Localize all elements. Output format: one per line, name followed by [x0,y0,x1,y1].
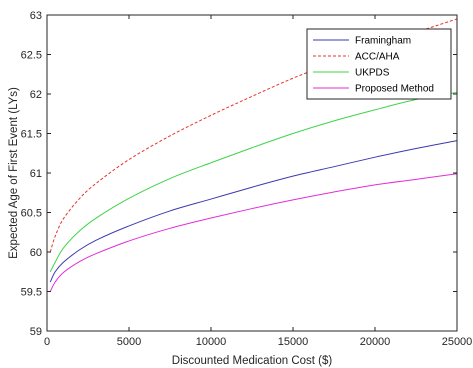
legend-box [306,28,452,100]
y-tick-label: 60.5 [21,208,42,220]
y-axis-label: Expected Age of First Event (LYs) [8,87,20,259]
x-tick-label: 5000 [117,336,141,348]
legend-label-ukpds: UKPDS [355,68,390,79]
y-tick-label: 59.5 [21,287,42,299]
legend: Framingham ACC/AHA UKPDS Proposed Method [306,28,452,100]
y-tick-label: 62 [30,89,42,101]
series-line-proposed-method [49,173,458,292]
y-tick-label: 63 [30,10,42,22]
y-tick-label: 59 [30,326,42,338]
series-line-ukpds [49,91,458,272]
x-tick-label: 15000 [278,336,309,348]
legend-label-framingham: Framingham [355,36,411,47]
x-tick-label: 0 [44,336,50,348]
legend-label-acc-aha: ACC/AHA [355,52,400,63]
y-tick-label: 62.5 [21,50,42,62]
x-tick-label: 25000 [442,336,473,348]
x-tick-label: 10000 [196,336,227,348]
x-axis-label: Discounted Medication Cost ($) [172,355,333,367]
y-tick-label: 61 [30,168,42,180]
legend-label-proposed-method: Proposed Method [355,84,434,95]
x-axis: 0 5000 10000 15000 20000 25000 [44,15,472,348]
y-axis: 59 59.5 60 60.5 61 61.5 62 62.5 63 [21,10,457,338]
x-tick-label: 20000 [360,336,391,348]
series-line-framingham [49,140,458,283]
y-tick-label: 60 [30,247,42,259]
y-tick-label: 61.5 [21,129,42,141]
